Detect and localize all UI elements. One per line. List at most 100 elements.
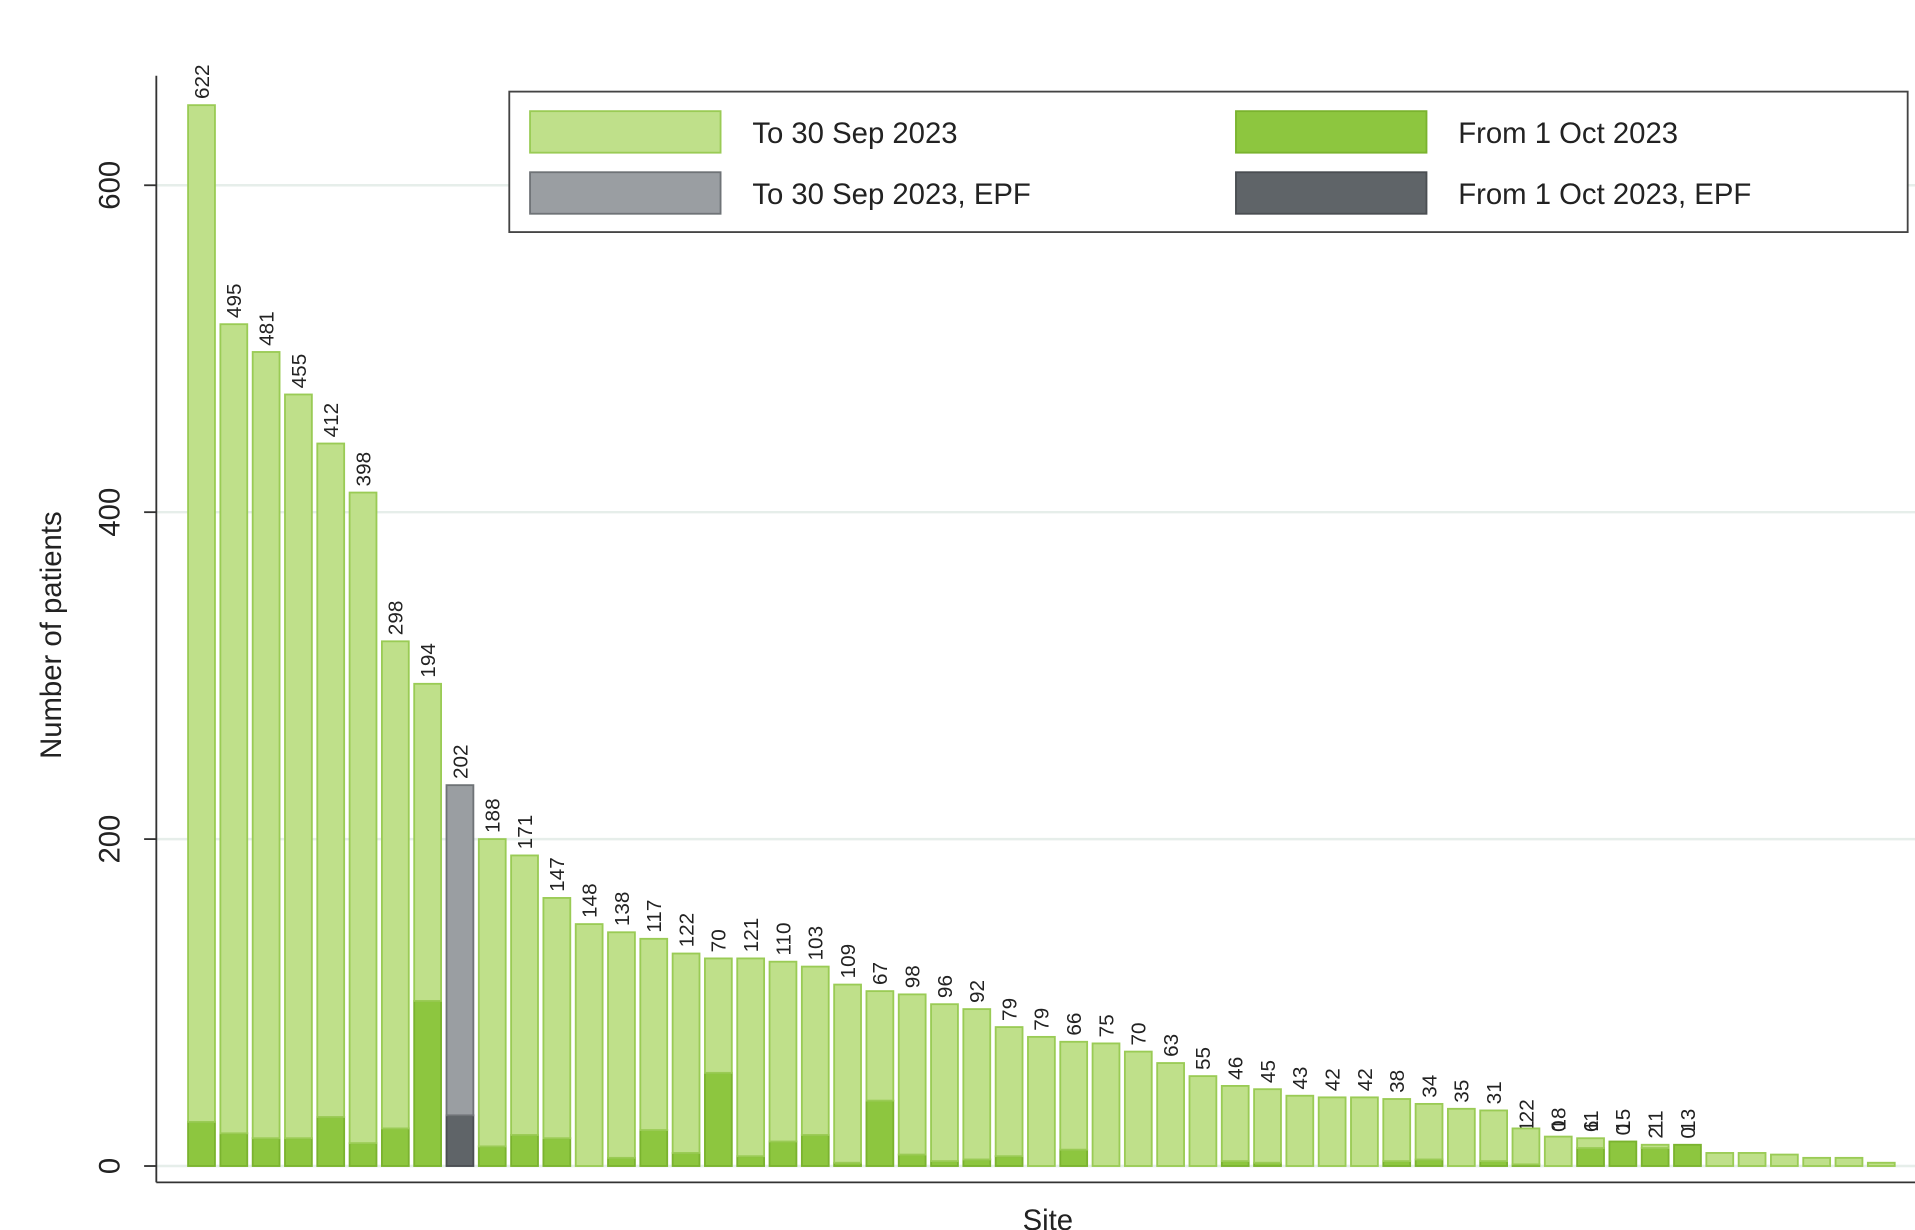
- bar-segment: [1285, 1094, 1315, 1167]
- data-label: 70: [708, 929, 731, 952]
- bar-segment: [1640, 1147, 1670, 1167]
- data-label: 35: [1451, 1080, 1474, 1103]
- data-label: 42: [1354, 1068, 1377, 1091]
- bar-segment: [1543, 1135, 1573, 1167]
- data-label: 109: [837, 944, 860, 979]
- bar-segment: [1576, 1147, 1605, 1167]
- data-label: 622: [191, 64, 214, 99]
- data-label: 188: [482, 798, 505, 833]
- data-label: 38: [1386, 1070, 1409, 1093]
- x-axis-label: Site: [1023, 1204, 1073, 1230]
- data-label: 66: [1063, 1013, 1086, 1036]
- bar-segment: [1253, 1088, 1282, 1164]
- bar-segment: [1770, 1153, 1799, 1167]
- bar-segment: [348, 1142, 378, 1167]
- data-label: 202: [449, 744, 472, 779]
- bar-segment: [219, 323, 249, 1135]
- bar-segment: [1220, 1085, 1250, 1163]
- data-label: 138: [611, 892, 634, 927]
- bar-segment: [639, 937, 669, 1131]
- bar-segment: [380, 640, 410, 1130]
- data-label: 11: [1580, 1110, 1603, 1132]
- bar-segment: [994, 1155, 1024, 1167]
- data-label: 22: [1515, 1099, 1538, 1122]
- bar-segment: [865, 990, 895, 1102]
- data-label: 13: [1677, 1109, 1700, 1132]
- data-label: 55: [1192, 1047, 1215, 1070]
- data-label: 31: [1483, 1081, 1506, 1104]
- data-label: 75: [1095, 1014, 1118, 1037]
- bar-segment: [1479, 1109, 1509, 1163]
- bar-segment: [284, 1137, 313, 1167]
- bar-segment: [251, 1137, 281, 1167]
- bar-segment: [413, 1000, 442, 1167]
- bar-segment: [736, 1155, 766, 1167]
- bar-segment: [219, 1132, 249, 1167]
- bar-segment: [607, 931, 636, 1159]
- data-label: 98: [902, 965, 925, 988]
- data-label: 92: [966, 980, 989, 1003]
- bar-segment: [316, 442, 346, 1118]
- legend-label: To 30 Sep 2023, EPF: [752, 178, 1030, 211]
- bar-segment: [736, 957, 766, 1158]
- data-label: 6: [1580, 1121, 1603, 1133]
- y-tick-label: 0: [94, 1158, 127, 1174]
- bar-segment: [1317, 1096, 1347, 1167]
- bar-segment: [1123, 1050, 1153, 1167]
- bar-segment: [833, 983, 862, 1164]
- data-label: 0: [1548, 1120, 1571, 1132]
- data-label: 18: [1548, 1107, 1571, 1130]
- bar-segment: [445, 1114, 475, 1167]
- data-label: 1: [1515, 1120, 1538, 1132]
- bar-segment: [1188, 1075, 1218, 1167]
- bar-segment: [800, 1134, 830, 1167]
- bar-segment: [1059, 1148, 1089, 1167]
- bar-segment: [671, 1152, 701, 1167]
- data-label: 79: [1031, 1008, 1054, 1031]
- bar-segment: [510, 854, 539, 1136]
- bar-segment: [1576, 1137, 1605, 1149]
- bar-segment: [413, 682, 442, 1002]
- y-tick-label: 600: [94, 161, 127, 210]
- data-label: 2: [1644, 1127, 1667, 1139]
- data-label: 117: [643, 900, 666, 933]
- bar-segment: [897, 1153, 927, 1167]
- data-label: 43: [1289, 1067, 1312, 1090]
- bar-segment: [510, 1134, 539, 1167]
- bar-segment: [1414, 1102, 1444, 1161]
- bar-segment: [1091, 1042, 1121, 1167]
- bar-segment: [1640, 1143, 1670, 1149]
- bar-segment: [897, 993, 927, 1156]
- bar-segment: [865, 1099, 895, 1167]
- bar-segment: [1705, 1152, 1735, 1167]
- data-label: 412: [320, 403, 343, 438]
- bar-segment: [639, 1129, 669, 1167]
- bar-segment: [1350, 1096, 1379, 1167]
- data-label: 398: [352, 452, 375, 487]
- bar-segment: [1027, 1035, 1056, 1167]
- bar-segment: [251, 351, 281, 1140]
- bar-segment: [477, 1145, 507, 1167]
- data-label: 103: [805, 926, 828, 961]
- data-label: 194: [417, 643, 440, 678]
- legend-label: From 1 Oct 2023, EPF: [1458, 178, 1751, 211]
- bar-segment: [445, 784, 475, 1117]
- bar-segment: [542, 1137, 572, 1167]
- bar-segment: [704, 957, 733, 1074]
- data-label: 110: [772, 922, 795, 955]
- bar-segment: [1511, 1127, 1541, 1166]
- bar-segment: [187, 1120, 216, 1167]
- bar-segment: [1802, 1156, 1832, 1167]
- bar-segment: [542, 897, 572, 1140]
- bar-segment: [284, 393, 313, 1140]
- data-label: 42: [1321, 1068, 1344, 1091]
- data-label: 79: [998, 998, 1021, 1021]
- data-label: 121: [740, 918, 763, 953]
- y-axis-label: Number of patients: [35, 511, 68, 759]
- data-label: 96: [934, 975, 957, 998]
- data-label: 34: [1418, 1075, 1441, 1098]
- bar-segment: [800, 965, 830, 1136]
- bar-segment: [1737, 1152, 1767, 1167]
- bar-segment: [930, 1003, 959, 1163]
- data-label: 171: [514, 815, 537, 850]
